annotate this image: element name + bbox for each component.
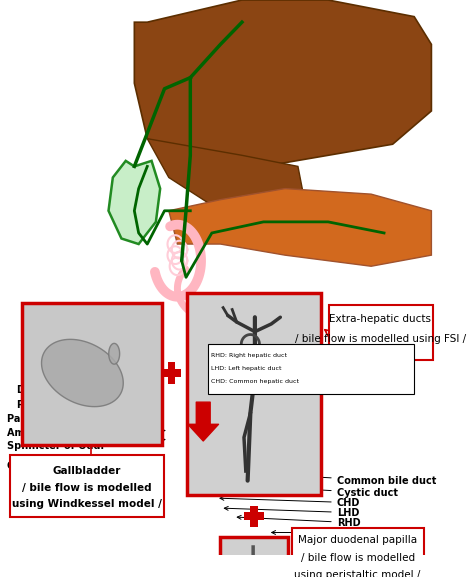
Bar [168,362,175,384]
FancyArrowPatch shape [188,402,219,441]
Bar [10,455,164,517]
Text: Gallbladder: Gallbladder [53,466,121,476]
Text: / bile flow is modelled: / bile flow is modelled [301,553,415,563]
Polygon shape [147,138,307,222]
Text: Pancreas: Pancreas [16,400,156,415]
Bar [292,528,424,577]
Polygon shape [42,339,123,407]
Bar [244,512,264,520]
Bar [219,537,288,577]
Polygon shape [134,0,431,166]
Text: LHD: LHD [224,507,359,518]
Text: CHD: CHD [220,496,360,508]
Text: Gall Bladder: Gall Bladder [7,461,139,471]
Text: Cystic duct: Cystic duct [220,483,398,497]
Text: RHD: Right hepatic duct: RHD: Right hepatic duct [211,353,287,358]
Text: Liver: Liver [272,527,365,538]
Text: Ampulla of Vater: Ampulla of Vater [7,428,165,437]
Text: Major duodenal papilla: Major duodenal papilla [298,535,417,545]
Text: using peristaltic model /: using peristaltic model / [294,570,421,577]
Text: Extra-hepatic ducts: Extra-hepatic ducts [329,314,431,324]
Text: CHD: Common hepatic duct: CHD: Common hepatic duct [211,380,299,384]
Bar [187,293,321,495]
Bar [21,303,162,445]
Polygon shape [169,189,431,266]
Text: RHD: RHD [237,515,360,527]
Bar [208,344,414,394]
Text: / bile flow is modelled using FSI /: / bile flow is modelled using FSI / [295,334,466,343]
Text: Duodenum: Duodenum [16,385,156,400]
Bar [250,505,258,527]
Text: Common bile duct: Common bile duct [220,470,436,486]
Bar [328,305,433,361]
Text: Sphincter of Oddi: Sphincter of Oddi [7,438,165,451]
Text: / bile flow is modelled: / bile flow is modelled [22,482,152,493]
Polygon shape [109,161,160,244]
Polygon shape [109,343,119,364]
Text: LHD: Left hepatic duct: LHD: Left hepatic duct [211,366,282,371]
Text: using Windkessel model /: using Windkessel model / [12,499,162,509]
Bar [162,369,182,377]
Text: Pancreatic duct: Pancreatic duct [7,414,156,425]
